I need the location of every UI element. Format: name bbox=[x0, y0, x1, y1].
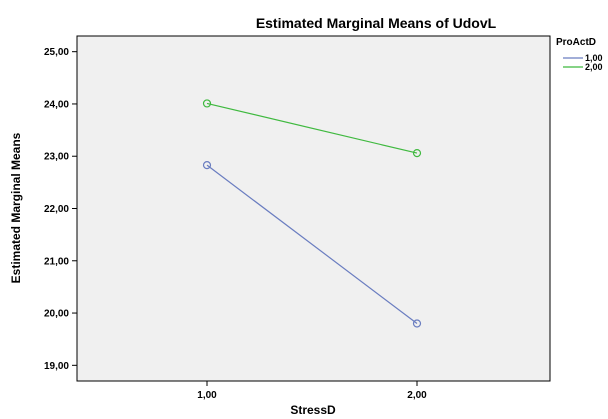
x-tick-label: 2,00 bbox=[407, 390, 427, 401]
y-tick-label: 20,00 bbox=[44, 309, 69, 320]
series-layer bbox=[202, 99, 422, 328]
y-tick-label: 25,00 bbox=[44, 47, 69, 58]
series-line-1 bbox=[206, 102, 418, 154]
y-axis-title: Estimated Marginal Means bbox=[9, 132, 23, 283]
data-point-1-0 bbox=[202, 99, 212, 108]
x-axis-title: StressD bbox=[290, 403, 336, 417]
y-axis: 19,00 20,00 21,00 22,00 23,00 24,00 25,00 bbox=[44, 47, 77, 372]
y-tick-label: 23,00 bbox=[44, 152, 69, 163]
legend: ProActD 1,002,00 bbox=[556, 37, 603, 72]
plot-area bbox=[76, 35, 551, 382]
y-tick-label: 24,00 bbox=[44, 99, 69, 110]
chart-title: Estimated Marginal Means of UdovL bbox=[256, 15, 497, 31]
y-tick-label: 21,00 bbox=[44, 256, 69, 267]
x-axis: 1,00 2,00 bbox=[197, 381, 427, 401]
data-point-0-0 bbox=[202, 161, 212, 170]
legend-label: 1,00 bbox=[585, 53, 603, 63]
series-line-0 bbox=[206, 164, 418, 324]
data-point-1-1 bbox=[412, 148, 422, 158]
x-tick-label: 1,00 bbox=[197, 390, 217, 401]
legend-items: 1,002,00 bbox=[563, 53, 603, 72]
data-point-0-1 bbox=[412, 319, 422, 328]
y-tick-label: 22,00 bbox=[44, 204, 69, 215]
y-tick-label: 19,00 bbox=[44, 361, 69, 372]
legend-label: 2,00 bbox=[585, 62, 603, 72]
legend-title: ProActD bbox=[556, 37, 596, 48]
